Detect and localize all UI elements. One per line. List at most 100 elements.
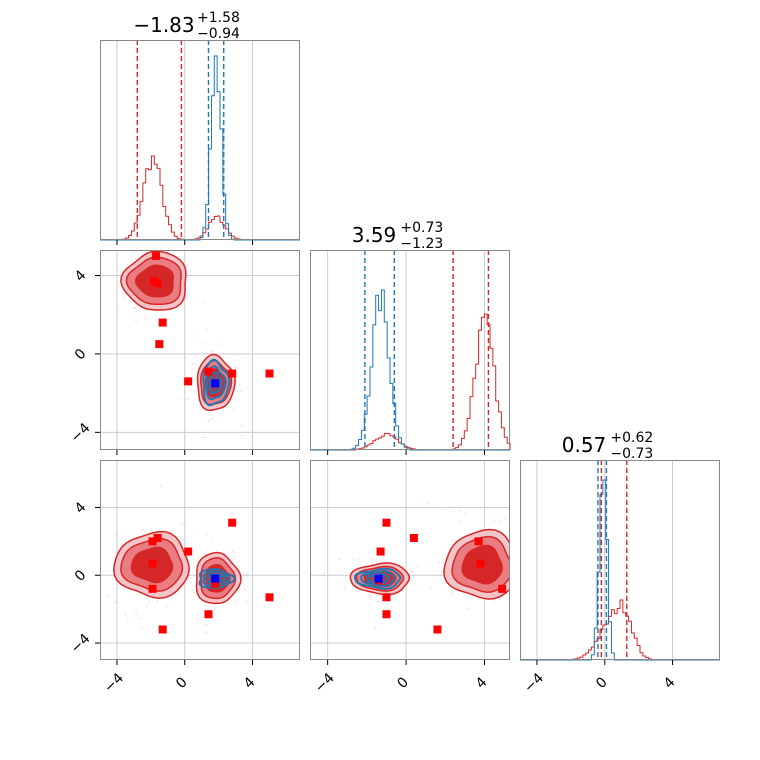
- sample-point: [323, 572, 326, 574]
- marker-red-square: [382, 518, 391, 527]
- sample-point: [180, 397, 183, 400]
- sample-point: [191, 363, 194, 365]
- sample-point: [416, 566, 419, 568]
- marker-red-square: [498, 584, 507, 593]
- sample-point: [123, 296, 126, 299]
- sample-point: [509, 567, 510, 569]
- sample-point: [98, 510, 100, 512]
- sample-point: [237, 561, 240, 563]
- marker-red-square: [204, 367, 213, 376]
- y-tick-label: 4: [72, 267, 90, 285]
- sample-point: [499, 521, 501, 524]
- panel-content: [310, 460, 510, 660]
- sample-point: [205, 631, 208, 634]
- sample-point: [156, 600, 158, 602]
- sample-point: [206, 352, 208, 355]
- marker-red-square: [228, 369, 237, 378]
- scatter-panel-2-0: [98, 460, 300, 660]
- sample-point: [377, 600, 380, 603]
- x-tick-label: 4: [473, 674, 491, 692]
- sample-point: [117, 311, 120, 313]
- panel-border: [310, 460, 510, 660]
- marker-red-square: [474, 537, 483, 546]
- sample-point: [438, 561, 440, 564]
- sample-point: [344, 587, 347, 590]
- marginal-panel-1: [310, 250, 511, 451]
- panel-content: [97, 245, 300, 450]
- sample-point: [159, 485, 162, 487]
- sample-point: [100, 555, 101, 557]
- sample-point: [451, 592, 454, 595]
- marginal-title-plus: +0.62: [610, 430, 653, 446]
- sample-point: [430, 586, 432, 589]
- sample-point: [232, 408, 235, 411]
- marker-blue-square: [211, 379, 220, 388]
- contour-blue: [198, 567, 236, 589]
- sample-point: [211, 350, 214, 352]
- sample-point: [194, 389, 197, 392]
- sample-point: [236, 354, 239, 356]
- sample-point: [359, 560, 361, 563]
- sample-point: [231, 550, 234, 553]
- sample-point: [97, 272, 99, 274]
- sample-point: [135, 612, 137, 615]
- marker-red-square: [155, 340, 164, 349]
- sample-point: [181, 522, 183, 525]
- sample-point: [338, 558, 341, 560]
- sample-point: [412, 570, 414, 572]
- marker-red-square: [151, 251, 160, 260]
- sample-point: [147, 602, 150, 604]
- panel-border: [310, 250, 510, 450]
- sample-point: [145, 317, 148, 319]
- sample-point: [376, 594, 378, 597]
- marginal-title-plus: +0.73: [400, 220, 443, 236]
- sample-point: [235, 379, 238, 382]
- sample-point: [203, 355, 206, 357]
- marker-red-square: [204, 610, 213, 619]
- sample-point: [369, 595, 371, 598]
- marginal-panel-2: [520, 460, 720, 661]
- sample-point: [455, 510, 457, 512]
- sample-point: [218, 343, 221, 345]
- x-tick-label: −4: [312, 670, 338, 696]
- sample-point: [145, 605, 148, 608]
- x-tick-label: 4: [661, 674, 679, 692]
- sample-point: [134, 307, 136, 310]
- sample-point: [186, 280, 189, 282]
- marker-red-square: [376, 547, 385, 556]
- sample-point: [184, 357, 187, 359]
- sample-point: [240, 389, 242, 392]
- panel-border: [100, 460, 300, 660]
- contour-blue: [202, 570, 232, 587]
- sample-point: [238, 384, 241, 387]
- sample-point: [191, 368, 193, 370]
- sample-point: [186, 398, 189, 401]
- sample-point: [463, 513, 466, 515]
- sample-point: [240, 434, 242, 437]
- marker-red-square: [265, 593, 274, 602]
- sample-point: [182, 539, 185, 541]
- marginal-title-median: 3.59: [352, 223, 397, 247]
- y-tick-label: 4: [72, 499, 90, 517]
- marker-red-square: [153, 533, 162, 542]
- contour-blue: [202, 358, 231, 407]
- marker-red-square: [265, 369, 274, 378]
- panel-background: [520, 460, 720, 660]
- marker-red-square: [148, 537, 157, 546]
- sample-point: [181, 245, 183, 247]
- sample-point: [203, 604, 206, 607]
- sample-point: [413, 574, 415, 577]
- panel-background: [100, 40, 300, 240]
- sample-point: [196, 556, 199, 558]
- sample-point: [171, 626, 173, 628]
- sample-point: [235, 366, 238, 369]
- y-tick-label: 0: [72, 567, 90, 585]
- sample-point: [140, 627, 143, 629]
- marker-red-square: [158, 625, 167, 634]
- y-tick-label: −4: [68, 631, 94, 657]
- contour-blue: [353, 567, 402, 590]
- sample-point: [211, 537, 213, 540]
- sample-point: [191, 589, 193, 592]
- sample-point: [135, 319, 137, 322]
- sample-point: [493, 519, 496, 522]
